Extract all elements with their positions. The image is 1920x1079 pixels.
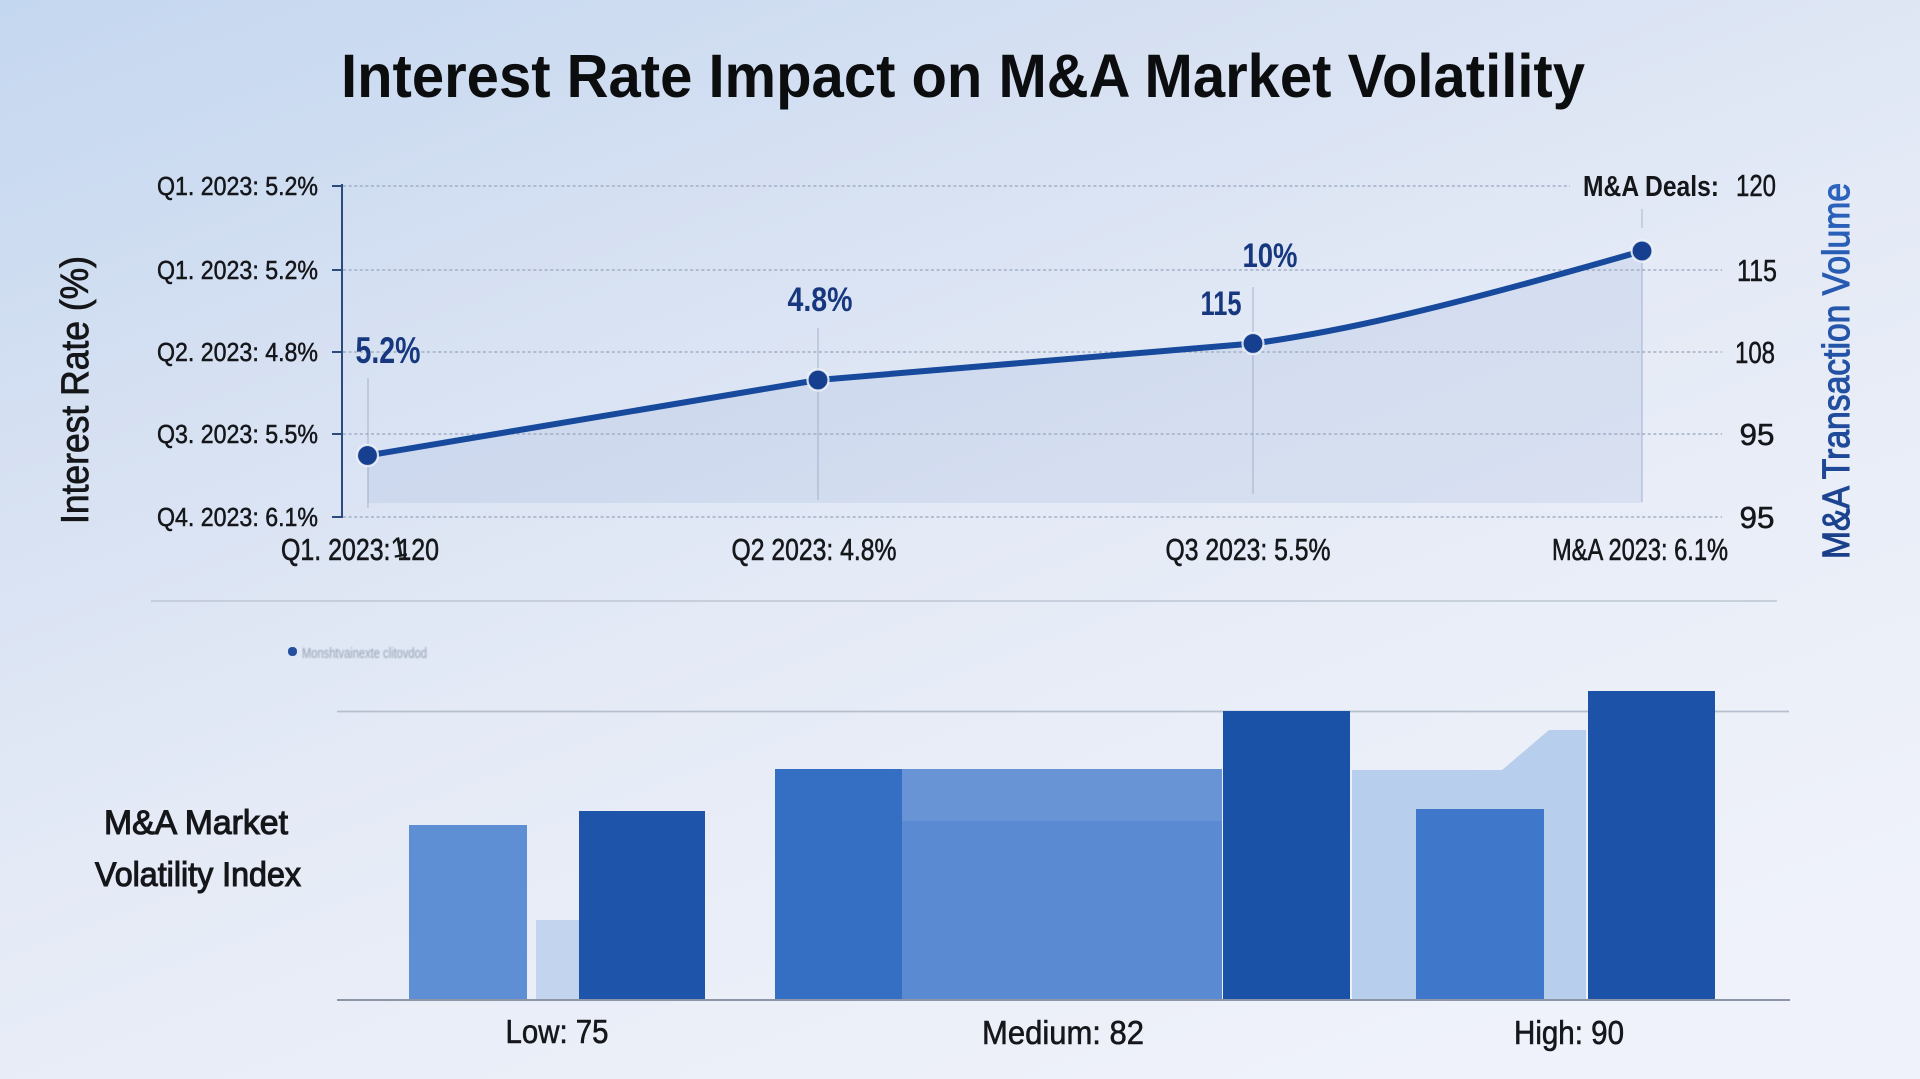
svg-text:115: 115 — [1201, 285, 1242, 323]
svg-text:Interest Rate (%): Interest Rate (%) — [54, 256, 97, 524]
svg-text:Q2. 2023: 4.8%: Q2. 2023: 4.8% — [157, 337, 318, 367]
svg-text:Q1. 2023: 5.2%: Q1. 2023: 5.2% — [157, 171, 318, 201]
svg-text:M&A Deals:: M&A Deals: — [1583, 171, 1719, 203]
svg-text:95: 95 — [1740, 500, 1775, 535]
svg-text:108: 108 — [1735, 335, 1775, 370]
svg-text:M&A Market: M&A Market — [104, 804, 289, 842]
svg-text:10%: 10% — [1243, 237, 1298, 275]
svg-text:Q3. 2023: 5.5%: Q3. 2023: 5.5% — [157, 419, 318, 449]
svg-text:Q3 2023: 5.5%: Q3 2023: 5.5% — [1166, 532, 1331, 567]
svg-text:M&A Transaction Volume: M&A Transaction Volume — [1816, 183, 1858, 559]
svg-text:Q4. 2023: 6.1%: Q4. 2023: 6.1% — [157, 502, 318, 532]
svg-text:Monshtvainexte clitovdod: Monshtvainexte clitovdod — [302, 646, 427, 662]
svg-text:120: 120 — [1736, 168, 1776, 203]
svg-text:95: 95 — [1740, 417, 1775, 452]
svg-text:Low: 75: Low: 75 — [506, 1013, 609, 1050]
svg-text:Interest Rate Impact on M&A Ma: Interest Rate Impact on M&A Market Volat… — [341, 42, 1585, 110]
svg-text:High: 90: High: 90 — [1514, 1014, 1624, 1051]
svg-text:Q1. 2023: 120: Q1. 2023: 120 — [281, 532, 439, 567]
svg-text:4.8%: 4.8% — [788, 281, 853, 319]
svg-text:115: 115 — [1737, 253, 1777, 288]
svg-text:M&A 2023: 6.1%: M&A 2023: 6.1% — [1552, 532, 1728, 567]
svg-text:5.2%: 5.2% — [356, 330, 421, 371]
svg-text:Medium: 82: Medium: 82 — [982, 1014, 1144, 1051]
svg-text:1: 1 — [389, 531, 410, 564]
svg-text:Q2 2023: 4.8%: Q2 2023: 4.8% — [732, 532, 897, 567]
svg-text:Volatility Index: Volatility Index — [95, 856, 301, 894]
svg-text:Q1. 2023: 5.2%: Q1. 2023: 5.2% — [157, 255, 318, 285]
